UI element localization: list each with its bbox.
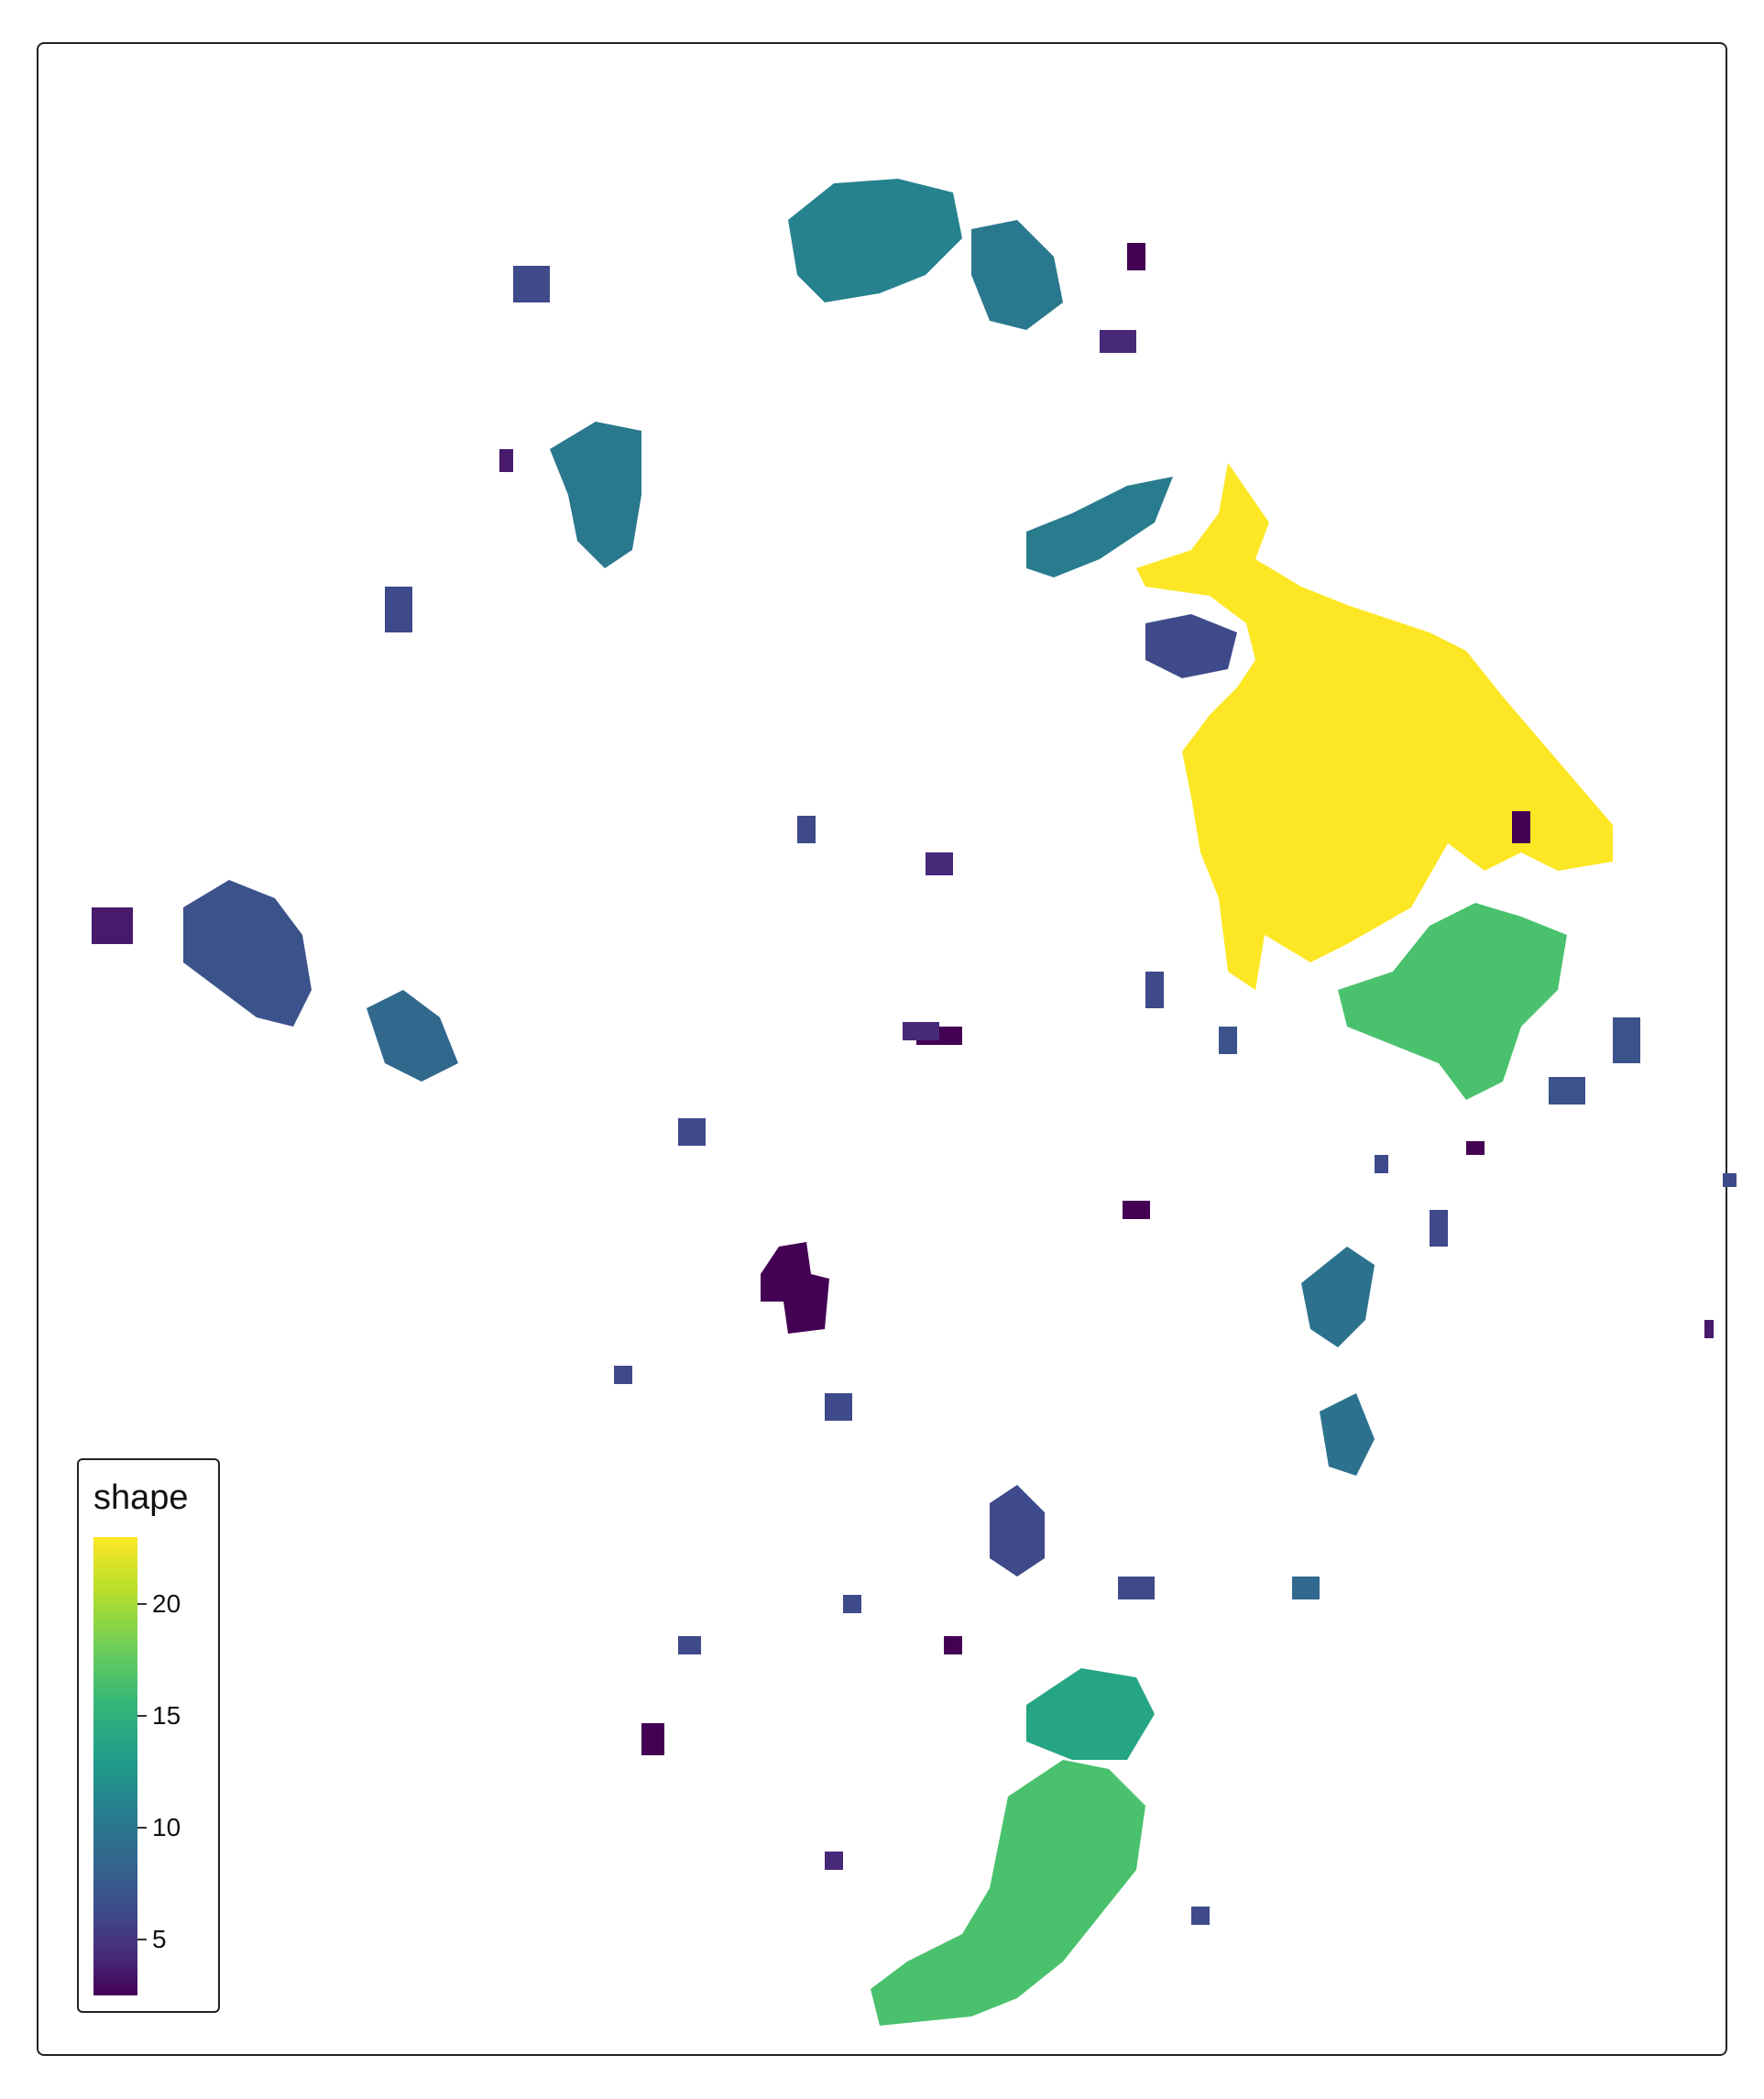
legend: shape 20 15 10 5: [77, 1458, 220, 2013]
patch-teal-cluster-southeast: [1301, 1247, 1375, 1476]
legend-tick-label: 20: [152, 1589, 181, 1619]
legend-tick-mark: [137, 1827, 147, 1830]
patch-yellow-main: [1136, 463, 1613, 990]
legend-tick-mark: [137, 1715, 147, 1718]
legend-tick-label: 5: [152, 1925, 167, 1954]
patch-green-cluster-east: [1338, 903, 1567, 1100]
legend-tick-label: 10: [152, 1813, 181, 1842]
legend-tick-label: 15: [152, 1701, 181, 1731]
patch-yellow-cluster: [1136, 463, 1613, 990]
legend-tick-mark: [137, 1939, 147, 1941]
legend-tick-mark: [137, 1603, 147, 1606]
patch-scatter: [385, 266, 1737, 1925]
patch-teal-cluster-north: [550, 179, 1173, 577]
legend-title: shape: [93, 1478, 189, 1517]
patch-green-cluster-south: [871, 1668, 1155, 2026]
patch-purple-blocks: [92, 243, 1530, 1755]
legend-colorbar: [93, 1537, 137, 1995]
patch-navy-cluster-west: [183, 614, 1237, 1577]
